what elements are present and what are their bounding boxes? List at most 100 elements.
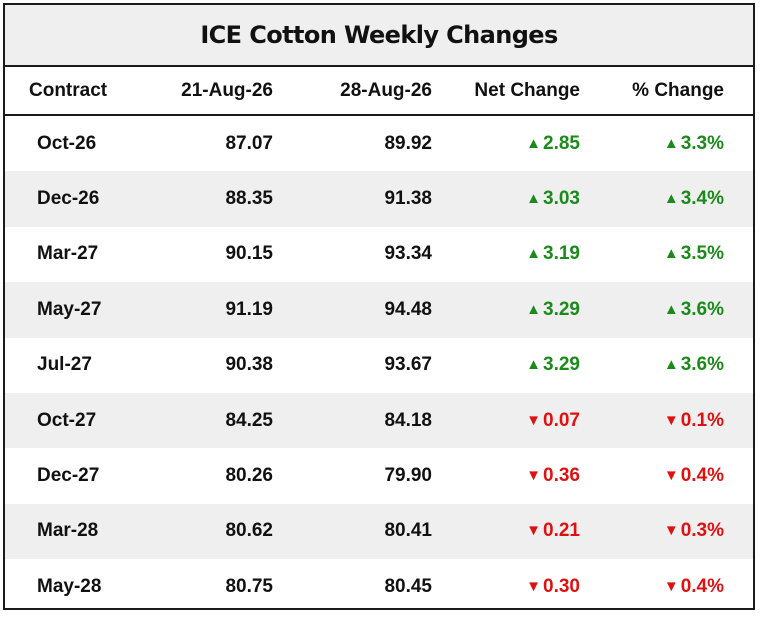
curr-price-cell: 79.90 [384, 465, 432, 487]
pct-change-cell: ▲ 3.5% [580, 243, 724, 265]
net-change-value: 3.03 [543, 188, 580, 210]
table-row: Oct-27 84.25 84.18 ▼ 0.07 ▼ 0.1% [5, 392, 753, 449]
pct-change-cell: ▲ 3.4% [580, 188, 724, 210]
net-change-value: 3.29 [543, 298, 580, 320]
contract-cell: Dec-27 [37, 465, 100, 487]
contract-cell: May-27 [37, 298, 102, 320]
prev-price-cell: 80.62 [225, 520, 273, 542]
pct-change-value: 3.5% [680, 243, 724, 265]
prev-price-cell: 80.26 [225, 465, 273, 487]
table-row: May-27 91.19 94.48 ▲ 3.29 ▲ 3.6% [5, 282, 753, 338]
column-header-pct-change: % Change [632, 79, 724, 101]
pct-change-cell: ▼ 0.4% [580, 465, 724, 487]
triangle-up-icon: ▲ [526, 300, 542, 318]
triangle-up-icon: ▲ [526, 245, 542, 263]
contract-cell: Dec-26 [37, 188, 100, 210]
curr-price-cell: 84.18 [384, 409, 432, 431]
prev-price-cell: 84.25 [225, 409, 273, 431]
curr-price-cell: 94.48 [384, 298, 432, 320]
net-change-value: 0.30 [543, 575, 580, 597]
table-row: Dec-26 88.35 91.38 ▲ 3.03 ▲ 3.4% [5, 171, 753, 227]
table-title: ICE Cotton Weekly Changes [200, 21, 558, 49]
table-row: Dec-27 80.26 79.90 ▼ 0.36 ▼ 0.4% [5, 448, 753, 503]
contract-cell: Jul-27 [37, 354, 92, 376]
net-change-value: 3.19 [543, 243, 580, 265]
column-header-net-change: Net Change [474, 79, 580, 101]
triangle-down-icon: ▼ [663, 411, 679, 429]
prev-price-cell: 90.38 [225, 354, 273, 376]
pct-change-value: 0.3% [680, 520, 724, 542]
curr-price-cell: 80.45 [384, 575, 432, 597]
curr-price-cell: 80.41 [384, 520, 432, 542]
table-row: Jul-27 90.38 93.67 ▲ 3.29 ▲ 3.6% [5, 338, 753, 393]
prev-price-cell: 88.35 [225, 188, 273, 210]
net-change-cell: ▼ 0.30 [432, 576, 580, 598]
net-change-cell: ▲ 3.03 [432, 188, 580, 210]
prev-price-cell: 91.19 [225, 298, 273, 320]
triangle-up-icon: ▲ [663, 356, 679, 374]
column-header-contract: Contract [29, 79, 108, 101]
table-body: Oct-26 87.07 89.92 ▲ 2.85 ▲ 3.3% Dec-26 88.35 91.… [5, 116, 753, 615]
curr-price-cell: 91.38 [384, 188, 432, 210]
triangle-up-icon: ▲ [663, 245, 679, 263]
header-row: Contract 21-Aug-26 28-Aug-26 Net Change … [5, 67, 753, 116]
triangle-down-icon: ▼ [526, 467, 542, 485]
prev-price-cell: 87.07 [225, 132, 273, 154]
pct-change-cell: ▲ 3.6% [580, 354, 724, 376]
contract-cell: Mar-27 [37, 243, 99, 265]
cotton-table: ICE Cotton Weekly Changes Contract 21-Au… [3, 3, 755, 610]
net-change-value: 3.29 [543, 354, 580, 376]
triangle-up-icon: ▲ [663, 134, 679, 152]
table-row: Oct-26 87.07 89.92 ▲ 2.85 ▲ 3.3% [5, 116, 753, 171]
contract-cell: Oct-27 [37, 409, 97, 431]
contract-cell: Oct-26 [37, 132, 97, 154]
pct-change-cell: ▼ 0.4% [580, 576, 724, 598]
triangle-down-icon: ▼ [526, 577, 542, 595]
pct-change-cell: ▼ 0.1% [580, 410, 724, 432]
triangle-down-icon: ▼ [526, 522, 542, 540]
curr-price-cell: 89.92 [384, 132, 432, 154]
net-change-cell: ▼ 0.21 [432, 520, 580, 542]
prev-price-cell: 90.15 [225, 243, 273, 265]
column-header-curr-date: 28-Aug-26 [340, 79, 432, 101]
pct-change-value: 0.4% [680, 575, 724, 597]
triangle-up-icon: ▲ [663, 190, 679, 208]
triangle-up-icon: ▲ [526, 190, 542, 208]
pct-change-value: 3.6% [680, 298, 724, 320]
pct-change-cell: ▲ 3.3% [580, 133, 724, 155]
table-row: Mar-27 90.15 93.34 ▲ 3.19 ▲ 3.5% [5, 227, 753, 282]
title-bar: ICE Cotton Weekly Changes [5, 5, 753, 67]
net-change-cell: ▲ 3.29 [432, 299, 580, 321]
triangle-down-icon: ▼ [663, 577, 679, 595]
net-change-cell: ▲ 3.19 [432, 243, 580, 265]
net-change-cell: ▲ 2.85 [432, 133, 580, 155]
net-change-value: 2.85 [543, 132, 580, 154]
pct-change-cell: ▼ 0.3% [580, 520, 724, 542]
column-header-prev-date: 21-Aug-26 [181, 79, 273, 101]
pct-change-value: 3.4% [680, 188, 724, 210]
triangle-down-icon: ▼ [663, 522, 679, 540]
prev-price-cell: 80.75 [225, 575, 273, 597]
curr-price-cell: 93.34 [384, 243, 432, 265]
net-change-cell: ▼ 0.36 [432, 465, 580, 487]
pct-change-cell: ▲ 3.6% [580, 299, 724, 321]
triangle-up-icon: ▲ [526, 134, 542, 152]
table-row: May-28 80.75 80.45 ▼ 0.30 ▼ 0.4% [5, 559, 753, 614]
contract-cell: May-28 [37, 575, 102, 597]
net-change-cell: ▲ 3.29 [432, 354, 580, 376]
pct-change-value: 3.6% [680, 354, 724, 376]
triangle-down-icon: ▼ [526, 411, 542, 429]
net-change-value: 0.21 [543, 520, 580, 542]
triangle-up-icon: ▲ [526, 356, 542, 374]
pct-change-value: 0.4% [680, 465, 724, 487]
triangle-down-icon: ▼ [663, 467, 679, 485]
table-row: Mar-28 80.62 80.41 ▼ 0.21 ▼ 0.3% [5, 503, 753, 560]
pct-change-value: 3.3% [680, 132, 724, 154]
net-change-cell: ▼ 0.07 [432, 410, 580, 432]
net-change-value: 0.07 [543, 409, 580, 431]
contract-cell: Mar-28 [37, 520, 99, 542]
net-change-value: 0.36 [543, 465, 580, 487]
curr-price-cell: 93.67 [384, 354, 432, 376]
pct-change-value: 0.1% [680, 409, 724, 431]
triangle-up-icon: ▲ [663, 300, 679, 318]
